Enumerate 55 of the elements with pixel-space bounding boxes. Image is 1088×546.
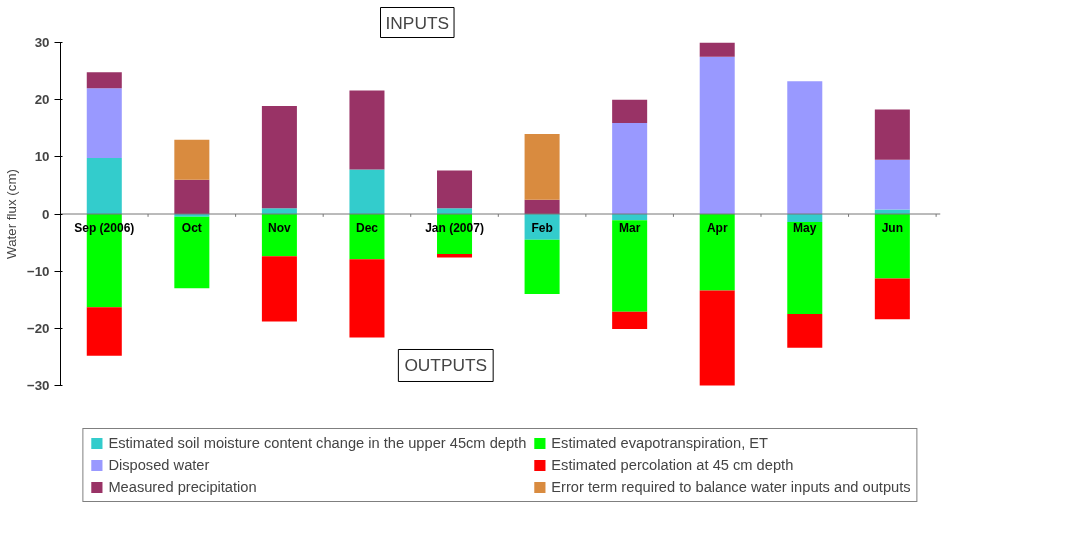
bar <box>86 157 122 214</box>
bar <box>261 256 297 322</box>
x-tick-label: Apr <box>706 220 728 235</box>
bar <box>612 311 648 329</box>
legend-label: Estimated percolation at 45 cm depth <box>551 457 794 473</box>
bar <box>86 72 122 89</box>
text: INPUTS <box>385 12 450 33</box>
bar <box>874 109 910 160</box>
bar <box>699 290 735 386</box>
x-tick-label: May <box>793 220 817 235</box>
x-tick-label: Mar <box>618 220 641 235</box>
legend-label: Estimated soil moisture content change in the upper 45cm depth <box>108 435 527 451</box>
x-tick-label: Feb <box>531 220 553 235</box>
bar <box>787 81 823 214</box>
y-tick-label: 10 <box>34 149 50 165</box>
annotation: OUTPUTS <box>404 355 488 376</box>
legend-label: Measured precipitation <box>108 479 257 495</box>
bar <box>699 214 735 291</box>
bar <box>787 222 823 315</box>
bar <box>524 133 560 200</box>
y-tick-label: 20 <box>34 92 50 108</box>
y-tick-label: −30 <box>26 378 50 393</box>
bar <box>437 170 473 209</box>
bar <box>612 123 648 214</box>
x-tick-label: Oct <box>181 220 202 235</box>
y-tick-label: −10 <box>26 263 50 279</box>
x-tick-label: Dec <box>355 220 379 235</box>
bar <box>349 259 385 338</box>
bar <box>524 239 560 295</box>
legend-label: Estimated evapotranspiration, ET <box>551 435 769 451</box>
bar <box>174 179 210 214</box>
y-tick-label: −20 <box>26 320 50 336</box>
bar <box>874 159 910 210</box>
bar <box>699 56 735 214</box>
bar <box>349 90 385 170</box>
bar <box>787 314 823 348</box>
bar <box>874 278 910 320</box>
y-axis-title: Water flux (cm) <box>3 169 19 259</box>
x-tick-label: Jun <box>881 220 904 235</box>
bar <box>349 169 385 214</box>
bar <box>174 139 210 180</box>
bar <box>874 214 910 279</box>
legend-label: Error term required to balance water inputs and outputs <box>551 479 911 495</box>
bar <box>261 105 297 209</box>
bar <box>699 42 735 57</box>
bar <box>86 88 122 158</box>
bar <box>174 216 210 289</box>
legend-label: Disposed water <box>108 457 210 473</box>
y-tick-label: 0 <box>42 206 50 222</box>
bar <box>524 199 560 214</box>
bar <box>612 99 648 124</box>
bar <box>86 307 122 356</box>
y-tick-label: 30 <box>34 35 50 50</box>
x-tick-label: Nov <box>268 220 292 235</box>
bar <box>612 220 648 312</box>
